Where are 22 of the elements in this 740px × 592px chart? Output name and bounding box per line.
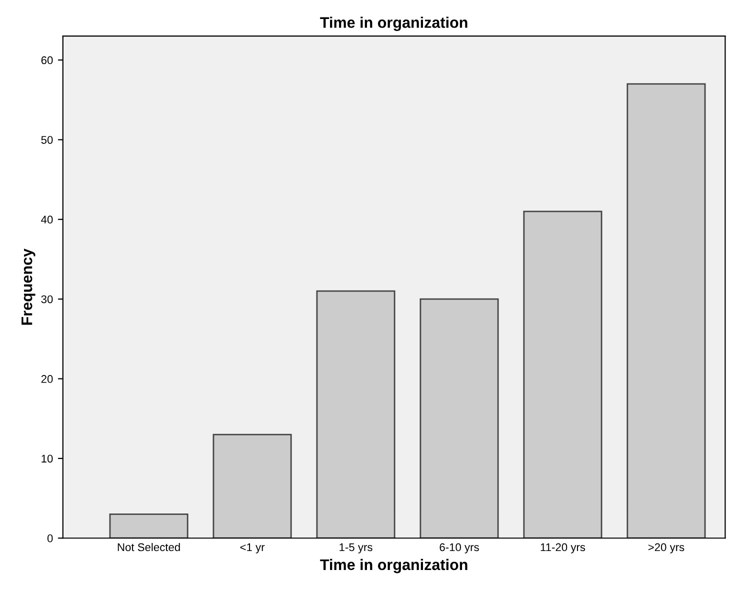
x-tick-label: 1-5 yrs [340, 543, 372, 554]
y-tick-label: 50 [41, 136, 53, 144]
y-tick-label: 0 [47, 534, 53, 542]
x-tick-label: >20 yrs [648, 543, 684, 554]
y-tick-label: 30 [41, 295, 53, 304]
bar [316, 290, 396, 538]
bar [212, 434, 292, 538]
x-tick-label: Not Selected [118, 542, 180, 552]
y-tick-label: 40 [41, 216, 53, 224]
bar [420, 298, 499, 538]
chart-title: Time in organization [320, 16, 468, 32]
x-tick-label: 6-10 yrs [440, 543, 479, 554]
x-tick-label: <1 yr [240, 543, 265, 554]
bar [109, 514, 188, 538]
y-tick-label: 10 [42, 454, 53, 463]
y-tick-label: 60 [41, 56, 53, 64]
bar [523, 210, 602, 538]
bar [626, 83, 706, 538]
y-tick-label: 20 [41, 375, 53, 383]
x-tick-label: 11-20 yrs [540, 543, 586, 554]
y-axis-title: Frequency [22, 248, 36, 325]
x-axis-title: Time in organization [320, 558, 468, 574]
